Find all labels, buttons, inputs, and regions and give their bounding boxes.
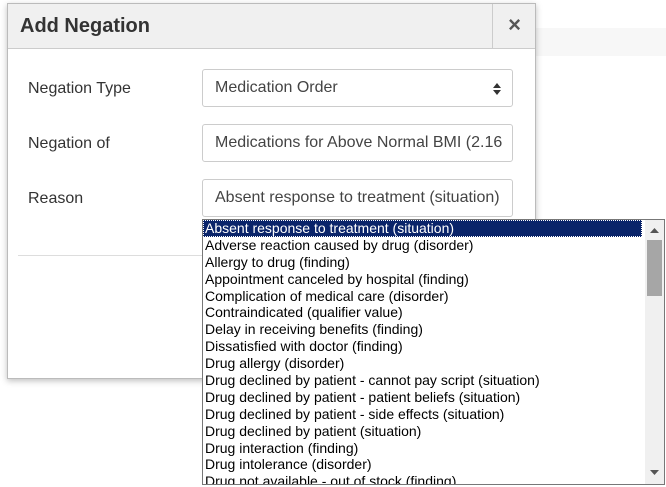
scrollbar[interactable] [645,220,664,484]
input-value: Absent response to treatment (situation) [215,189,500,206]
dropdown-option[interactable]: Drug declined by patient - cannot pay sc… [205,372,540,389]
dropdown-option[interactable]: Drug allergy (disorder) [205,355,345,372]
dialog-title: Add Negation [20,15,150,37]
field-label: Negation of [28,135,110,152]
dropdown-option[interactable]: Adverse reaction caused by drug (disorde… [205,236,474,253]
dialog-header: Add Negation × [8,4,535,49]
close-button[interactable]: × [492,4,536,48]
select-value: Medication Order [215,79,338,96]
scrollbar-thumb[interactable] [647,240,662,296]
dropdown-option[interactable]: Drug not available - out of stock (findi… [205,473,457,485]
dropdown-list: Absent response to treatment (situation)… [202,219,665,485]
dropdown-option[interactable]: Complication of medical care (disorder) [205,287,449,304]
select-input[interactable]: Absent response to treatment (situation) [202,179,513,217]
dropdown-option[interactable]: Dissatisfied with doctor (finding) [205,338,403,355]
select-arrows [493,83,501,95]
field-label: Reason [28,190,84,207]
dropdown-option[interactable]: Allergy to drug (finding) [205,253,350,270]
dropdown-option[interactable]: Contraindicated (qualifier value) [205,304,403,321]
dropdown-option[interactable]: Delay in receiving benefits (finding) [205,321,423,338]
dropdown-option[interactable]: Drug declined by patient - patient belie… [205,388,521,405]
dropdown-option[interactable]: Drug declined by patient - side effects … [205,405,505,422]
input-value: Medications for Above Normal BMI (2.16 [215,134,503,151]
dropdown-option[interactable]: Absent response to treatment (situation) [203,220,642,237]
field-label: Negation Type [28,80,131,97]
background-panel [535,28,666,56]
dropdown-option[interactable]: Appointment canceled by hospital (findin… [205,270,469,287]
scrollbar-arrows [650,228,659,475]
select-input[interactable]: Medication Order [202,69,513,107]
text-input[interactable]: Medications for Above Normal BMI (2.16 [202,124,513,162]
dropdown-option[interactable]: Drug intolerance (disorder) [205,456,372,473]
dropdown-option[interactable]: Drug declined by patient (situation) [205,422,422,439]
dropdown-option[interactable]: Drug interaction (finding) [205,439,359,456]
